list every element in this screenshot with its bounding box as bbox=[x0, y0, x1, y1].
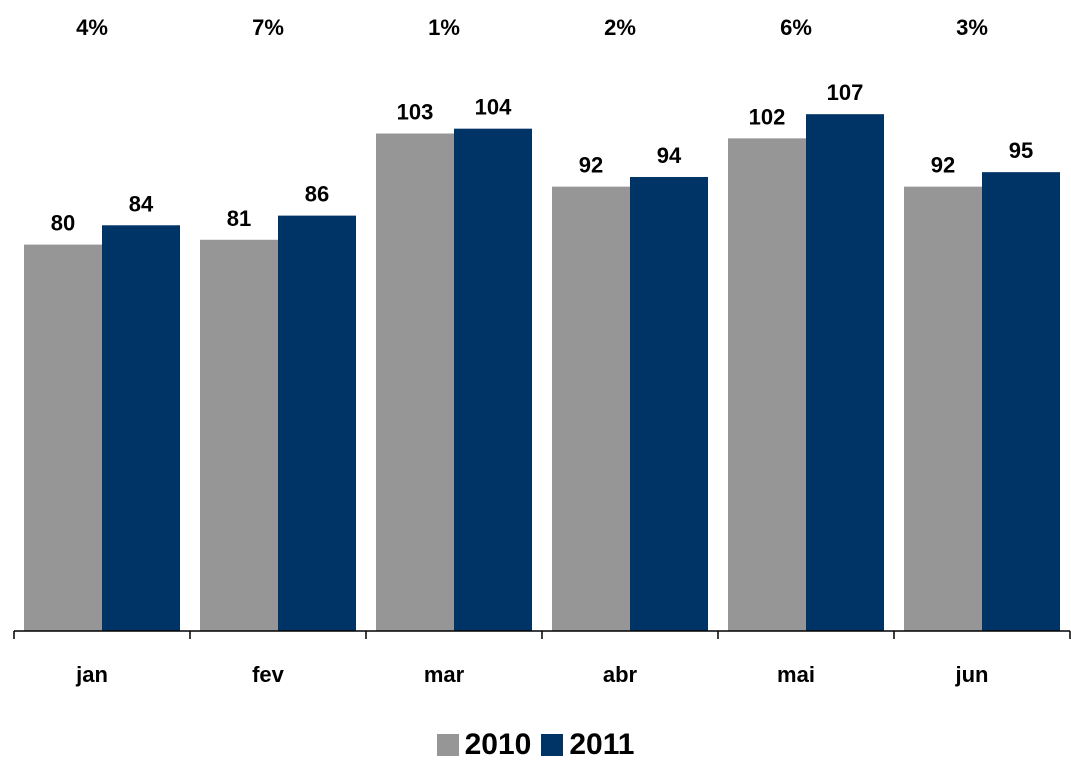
bar-2010-fev bbox=[200, 239, 278, 631]
x-tick-label-mar: mar bbox=[424, 662, 465, 687]
legend: 2010 2011 bbox=[0, 728, 1071, 762]
labels-layer: 80 84 4% jan 81 86 7% fev 103 104 1% mar 92 94 2% abr 10… bbox=[51, 15, 1033, 687]
bar-2011-mai bbox=[806, 114, 884, 631]
bar-2011-abr bbox=[630, 176, 708, 632]
data-label-2010-fev: 81 bbox=[227, 206, 251, 231]
data-label-2011-jan: 84 bbox=[129, 191, 154, 216]
bar-2011-jan bbox=[102, 225, 180, 631]
legend-label-2010: 2010 bbox=[464, 728, 532, 761]
data-label-2011-fev: 86 bbox=[305, 182, 329, 207]
growth-label-mar: 1% bbox=[428, 15, 460, 40]
x-tick-label-jan: jan bbox=[75, 662, 108, 687]
growth-label-fev: 7% bbox=[252, 15, 284, 40]
growth-label-jan: 4% bbox=[76, 15, 108, 40]
bar-2010-jan bbox=[24, 244, 102, 631]
legend-item-2011: 2011 bbox=[541, 728, 634, 762]
legend-swatch-2011 bbox=[541, 734, 564, 756]
growth-label-abr: 2% bbox=[604, 15, 636, 40]
data-label-2010-abr: 92 bbox=[579, 153, 603, 178]
bar-chart: 80 84 4% jan 81 86 7% fev 103 104 1% mar 92 94 2% abr 10… bbox=[13, 15, 1071, 687]
x-tick-label-abr: abr bbox=[603, 662, 638, 687]
x-axis bbox=[13, 630, 1071, 639]
x-tick-label-fev: fev bbox=[252, 662, 285, 687]
data-label-2010-jun: 92 bbox=[931, 153, 955, 178]
x-tick-label-mai: mai bbox=[777, 662, 815, 687]
growth-label-mai: 6% bbox=[780, 15, 812, 40]
legend-item-2010: 2010 bbox=[436, 728, 532, 762]
data-label-2010-jan: 80 bbox=[51, 211, 75, 236]
bar-2010-mar bbox=[376, 133, 454, 631]
legend-swatch-2010 bbox=[436, 734, 459, 756]
growth-label-jun: 3% bbox=[956, 15, 988, 40]
bar-2010-jun bbox=[904, 186, 982, 631]
x-tick-label-jun: jun bbox=[955, 662, 989, 687]
bars-layer bbox=[24, 114, 1060, 632]
bar-2011-fev bbox=[278, 215, 356, 631]
legend-label-2011: 2011 bbox=[569, 728, 635, 761]
data-label-2011-mai: 107 bbox=[827, 80, 864, 105]
data-label-2011-mar: 104 bbox=[475, 95, 512, 120]
bar-2011-jun bbox=[982, 172, 1060, 631]
bar-2010-abr bbox=[552, 186, 630, 631]
data-label-2011-jun: 95 bbox=[1009, 138, 1033, 163]
data-label-2010-mar: 103 bbox=[397, 100, 434, 125]
data-label-2011-abr: 94 bbox=[657, 143, 682, 168]
bar-2011-mar bbox=[454, 128, 532, 631]
data-label-2010-mai: 102 bbox=[749, 104, 786, 129]
bar-2010-mai bbox=[728, 138, 806, 631]
